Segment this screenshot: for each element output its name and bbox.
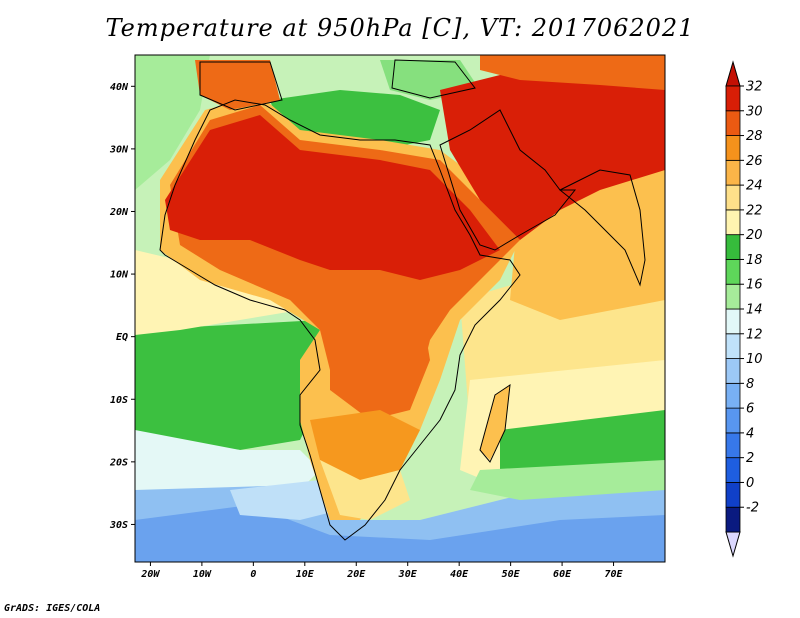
colorbar-swatch bbox=[725, 110, 741, 136]
colorbar-swatch bbox=[725, 432, 741, 459]
colorbar-label: 18 bbox=[746, 253, 763, 268]
map-title: Temperature at 950hPa [C], VT: 201706202… bbox=[105, 14, 695, 42]
central-africa-field bbox=[330, 300, 430, 420]
colorbar-label: 14 bbox=[746, 303, 763, 318]
colorbar-label: -2 bbox=[746, 501, 759, 516]
gulf-of-guinea-field bbox=[135, 320, 320, 450]
lat-tick-label: 20N bbox=[109, 207, 129, 218]
lat-tick-label: 40N bbox=[110, 82, 129, 93]
colorbar-swatch bbox=[725, 308, 741, 335]
grads-credit: GrADS: IGES/COLA bbox=[4, 603, 101, 614]
lat-tick-label: 20S bbox=[109, 457, 128, 468]
colorbar-label: 8 bbox=[746, 377, 754, 392]
madagascar-field bbox=[480, 385, 510, 460]
colorbar-label: 0 bbox=[746, 476, 754, 491]
lon-tick-label: 40E bbox=[450, 569, 469, 580]
colorbar-label: 22 bbox=[746, 203, 763, 218]
lon-tick-label: 10W bbox=[193, 569, 212, 580]
lat-tick-label: 10S bbox=[110, 395, 128, 406]
colorbar-label: 30 bbox=[746, 104, 763, 119]
colorbar-swatch bbox=[725, 135, 741, 161]
india-coastline bbox=[559, 169, 646, 287]
north-atlantic-field bbox=[135, 55, 210, 190]
lat-tick-label: 10N bbox=[110, 270, 129, 281]
cape-ocean-field bbox=[230, 480, 340, 520]
colorbar-label: 2 bbox=[746, 451, 754, 466]
iberia-field bbox=[195, 60, 280, 110]
africa-coastline bbox=[159, 99, 521, 541]
lon-tick-label: 30E bbox=[398, 569, 418, 580]
lat-tick-label: 30N bbox=[109, 144, 129, 155]
colorbar-label: 32 bbox=[746, 80, 763, 95]
colorbar-swatch bbox=[725, 209, 741, 236]
south-atlantic-field bbox=[135, 430, 320, 490]
madagascar-coastline bbox=[479, 383, 511, 463]
colorbar-swatch bbox=[725, 506, 741, 533]
iran-field bbox=[480, 55, 665, 90]
map-frame bbox=[134, 54, 666, 563]
colorbar-swatch bbox=[725, 259, 741, 285]
lat-tick-label: 30S bbox=[109, 520, 128, 531]
sahara-hot-field bbox=[165, 115, 500, 280]
lon-tick-label: 0 bbox=[250, 569, 256, 580]
colorbar-label: 24 bbox=[746, 179, 763, 194]
black-sea-coastline bbox=[391, 59, 476, 99]
colorbar-top-arrow bbox=[725, 60, 741, 87]
indian-ocean-lightgreen-field bbox=[470, 460, 665, 500]
west-tropical-field bbox=[135, 250, 300, 335]
lon-tick-label: 20E bbox=[346, 569, 366, 580]
colorbar-label: 6 bbox=[746, 402, 754, 417]
temperature-field bbox=[135, 55, 665, 562]
colorbar-swatch bbox=[725, 283, 741, 310]
colorbar-swatch bbox=[725, 457, 741, 483]
colorbar-swatch bbox=[725, 184, 741, 211]
colorbar-label: 20 bbox=[746, 228, 763, 243]
longitude-axis: 20W 10W 0 10E 20E 30E 40E 50E 60E 70E bbox=[140, 562, 624, 580]
coastlines bbox=[159, 59, 646, 541]
colorbar-swatch bbox=[725, 407, 741, 434]
southern-africa-orange-field bbox=[310, 410, 420, 480]
colorbar-swatch bbox=[725, 358, 741, 384]
lon-tick-label: 10E bbox=[296, 569, 315, 580]
lon-tick-label: 70E bbox=[605, 569, 624, 580]
colorbar-swatch bbox=[725, 85, 741, 112]
colorbar-label: 16 bbox=[746, 278, 763, 293]
lon-tick-label: 20W bbox=[140, 569, 160, 580]
colorbar-swatch bbox=[725, 234, 741, 260]
colorbar-label: 10 bbox=[746, 352, 763, 367]
iberia-coastline bbox=[199, 61, 283, 111]
colorbar-label: 26 bbox=[746, 154, 763, 169]
southern-africa-yellow-field bbox=[320, 460, 410, 520]
lat-tick-label: EQ bbox=[116, 332, 128, 343]
colorbar-label: 12 bbox=[746, 327, 763, 342]
colorbar-swatch bbox=[725, 333, 741, 359]
colorbar-label: 4 bbox=[746, 426, 754, 441]
lon-tick-label: 60E bbox=[553, 569, 572, 580]
latitude-axis: 40N 30N 20N 10N EQ 10S 20S 30S bbox=[109, 82, 135, 531]
colorbar-label: 28 bbox=[746, 129, 763, 144]
colorbar-swatch bbox=[725, 482, 741, 508]
arabia-hot-field bbox=[440, 55, 665, 240]
lon-tick-label: 50E bbox=[502, 569, 521, 580]
colorbar-swatch bbox=[725, 382, 741, 409]
colorbar-bottom-arrow bbox=[725, 531, 741, 558]
southern-ocean-cold-field bbox=[135, 505, 665, 562]
colorbar-swatch bbox=[725, 159, 741, 186]
arabian-peninsula-coastline bbox=[439, 109, 577, 251]
